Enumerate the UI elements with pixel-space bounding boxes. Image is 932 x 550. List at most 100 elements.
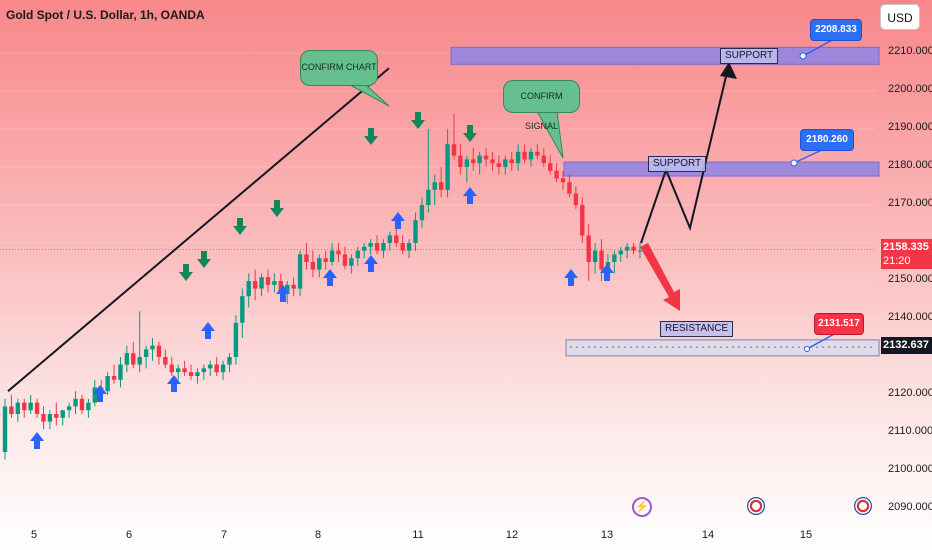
x-tick-label: 11 [412,529,424,541]
callout-anchor [799,52,807,60]
candle-body [599,250,604,270]
us-flag-icon[interactable] [854,497,872,515]
callout-mid-support[interactable]: 2180.260 [800,129,854,151]
candle-body [111,376,117,380]
us-flag-icon[interactable] [747,497,765,515]
candle-body [304,254,309,262]
candle-body [118,364,123,380]
up-arrow-icon [93,385,107,402]
candle-body [573,193,579,205]
candle-body [400,243,405,251]
y-tick-label: 2210.000 [888,45,932,57]
candle-body [317,258,322,270]
up-arrow-icon [364,255,378,272]
candle-body [580,205,585,236]
candle-body [515,151,521,164]
y-tick-label: 2110.000 [888,425,932,437]
y-tick-label: 2090.000 [888,501,932,513]
callout-resistance[interactable]: 2131.517 [814,313,864,335]
up-arrow-icon [463,187,477,204]
candle-body [195,372,200,376]
confirm-chart-bubble: CONFIRM CHART [300,50,378,86]
candle-body [586,235,591,262]
candle-body [9,406,14,414]
candle-body [355,250,360,259]
y-tick-label: 2170.000 [888,197,932,209]
x-tick-label: 5 [30,529,38,541]
candle-body [156,345,162,357]
confirm-signal-bubble: CONFIRM SIGNAL [503,80,580,131]
candle-body [2,406,8,452]
candle-body [438,182,444,190]
currency-button[interactable]: USD [880,4,920,30]
candle-body [54,414,59,418]
down-arrow-icon [233,218,247,235]
callout-top-support[interactable]: 2208.833 [810,19,862,41]
candle-body [291,284,296,289]
resistance-price-tag: 2132.637 [881,337,932,354]
up-arrow-icon [564,269,578,286]
candle-body [41,414,46,422]
candle-body [471,159,476,164]
candle-body [361,246,367,251]
callout-anchor [790,159,798,167]
candle-body [278,281,284,293]
candle-body [163,357,168,365]
x-tick-label: 6 [125,529,133,541]
candle-body [285,284,290,293]
candle-body [406,243,412,251]
candle-body [310,262,316,270]
candle-body [554,170,559,179]
y-tick-label: 2140.000 [888,311,932,323]
candle-body [541,155,546,164]
down-arrow-icon [179,264,193,281]
candle-body [548,163,553,171]
candle-body [131,353,136,365]
candle-body [240,296,245,323]
candle-body [34,402,40,414]
x-tick-label: 8 [314,529,322,541]
candle-body [528,151,534,160]
candle-body [592,250,598,262]
projection-path [640,67,729,244]
resistance-zone [565,339,880,357]
candle-body [509,159,514,164]
callout-anchor [804,346,810,352]
y-tick-label: 2120.000 [888,387,932,399]
candle-body [259,277,264,289]
lightning-icon[interactable]: ⚡ [632,497,652,517]
candle-body [464,159,470,167]
candle-body [496,163,502,167]
candle-body [445,144,450,190]
projection-arrowhead [720,62,737,79]
down-arrow-icon [411,112,425,129]
support-top-label: SUPPORT [720,48,779,64]
support-zone-mid [563,161,880,177]
y-tick-label: 2200.000 [888,83,932,95]
candle-body [413,220,418,243]
x-tick-label: 7 [220,529,228,541]
candle-body [612,254,617,262]
x-tick-label: 14 [701,529,715,541]
candle-body [137,357,142,365]
candle-body [28,402,33,411]
candle-body [47,414,53,422]
callout-connector [802,37,837,57]
last-price-tag: 2158.335 21:20 [881,239,932,269]
y-tick-label: 2180.000 [888,159,932,171]
candle-body [432,182,437,190]
candle-body [227,357,232,365]
last-price: 2158.335 [883,241,929,253]
candle-body [637,250,643,252]
trend-line [7,67,390,392]
candle-body [323,258,328,262]
candle-body [220,364,226,373]
candle-body [175,368,181,373]
candle-body [522,151,527,160]
x-tick-label: 12 [505,529,519,541]
candle-body [560,178,566,183]
candle-body [426,189,431,205]
candle-body [451,144,457,156]
